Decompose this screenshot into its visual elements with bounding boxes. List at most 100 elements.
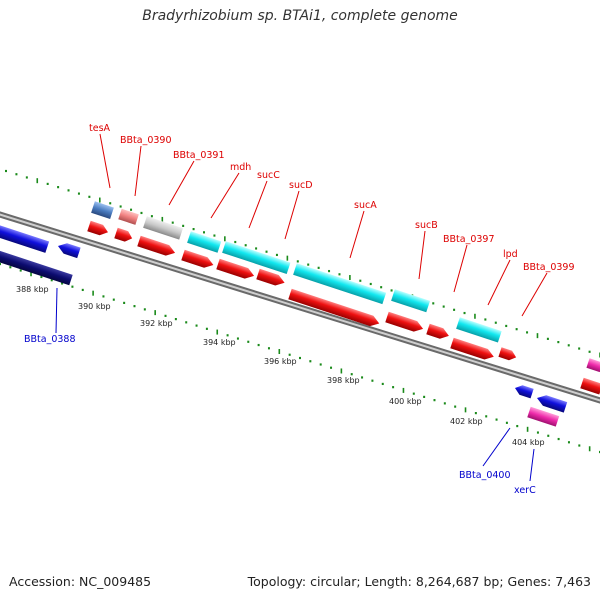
leader-line [521,272,548,317]
feature-BBta_0390 [118,208,139,225]
backbone-highlight [0,213,600,402]
gene-label-BBta_0391[interactable]: BBta_0391 [173,150,225,161]
kbp-label: 400 kbp [389,397,422,406]
feature-sucC-sucD-shape [222,241,291,275]
feature-red-8 [385,311,424,332]
gene-label-mdh[interactable]: mdh [230,162,251,173]
feature-BBta_0400-a-shape [515,385,534,399]
kbp-label: 404 kbp [512,438,545,447]
leader-line [453,244,468,293]
feature-red-6-shape [256,268,285,286]
leader-line [284,190,300,240]
genome-backbone [0,211,600,404]
gene-label-tesA[interactable]: tesA [89,123,111,134]
feature-tesA [91,201,114,219]
leader-line [418,230,426,280]
feature-sucA-shape [293,263,387,305]
feature-red-1 [87,220,108,236]
label-leader-lines [55,133,548,482]
gene-label-xerC[interactable]: xerC [514,485,536,496]
feature-BBta_0400-b [537,395,568,413]
leader-line [482,427,511,467]
feature-red-11-shape [498,347,517,361]
gene-label-sucB[interactable]: sucB [415,220,438,231]
gene-label-BBta_0388[interactable]: BBta_0388 [24,334,76,345]
gene-label-BBta_0390[interactable]: BBta_0390 [120,135,172,146]
gene-label-lpd[interactable]: lpd [503,249,518,260]
leader-line [99,133,111,189]
kbp-label: 388 kbp [16,285,49,294]
leader-line [55,287,58,334]
kbp-label: 402 kbp [450,417,483,426]
feature-red-9 [426,323,449,339]
gene-labels-top: tesA BBta_0390 BBta_0391 mdh sucC sucD s… [89,123,575,273]
feature-red-edge [580,377,600,395]
feature-red-1-shape [87,220,108,236]
leader-line [168,160,195,206]
feature-red-2 [114,227,133,242]
gene-label-BBta_0399[interactable]: BBta_0399 [523,262,575,273]
feature-red-7 [288,288,380,327]
feature-tesA-shape [91,201,114,219]
feature-red-5-shape [216,258,255,279]
gene-label-sucA[interactable]: sucA [354,200,377,211]
gene-label-sucD[interactable]: sucD [289,180,313,191]
feature-mdh-shape [187,231,222,253]
feature-red-7-shape [288,288,380,327]
feature-red-6 [256,268,285,286]
gene-label-sucC[interactable]: sucC [257,170,280,181]
gene-label-BBta_0397[interactable]: BBta_0397 [443,234,495,245]
feature-sucB [391,289,431,313]
feature-blue-arrow-left [58,243,81,259]
kbp-label: 396 kbp [264,357,297,366]
kbp-scale: 388 kbp 390 kbp 392 kbp 394 kbp 396 kbp … [16,285,545,447]
genome-title: Bradyrhizobium sp. BTAi1, complete genom… [142,8,458,24]
feature-red-9-shape [426,323,449,339]
feature-mdh [187,231,222,253]
feature-BBta_0391 [143,216,183,240]
feature-red-4 [181,249,214,268]
feature-lpd-shape [456,317,502,343]
feature-red-11 [498,347,517,361]
accession-text: Accession: NC_009485 [9,574,152,589]
kbp-label: 394 kbp [203,338,236,347]
leader-line [487,259,511,306]
feature-BBta_0400-a [515,385,534,399]
genome-summary-text: Topology: circular; Length: 8,264,687 bp… [247,574,591,589]
gene-label-BBta_0400[interactable]: BBta_0400 [459,470,511,481]
outer-tick-track [5,169,600,358]
feature-red-5 [216,258,255,279]
feature-navy-BBta_0388-shape [0,249,73,286]
feature-xerC [527,406,560,427]
feature-magenta-edge [586,358,600,373]
leader-line [248,180,268,229]
feature-lpd [456,317,502,343]
feature-blue-arrow-left-shape [58,243,81,259]
feature-BBta_0400-b-shape [537,395,568,413]
feature-red-edge-shape [580,377,600,395]
feature-red-10-shape [450,337,494,360]
leader-line [529,448,535,482]
kbp-label: 390 kbp [78,302,111,311]
feature-xerC-shape [527,406,560,427]
leader-line [134,145,142,197]
feature-red-3 [137,235,176,256]
feature-red-4-shape [181,249,214,268]
feature-navy-BBta_0388 [0,249,73,286]
feature-red-3-shape [137,235,176,256]
kbp-label: 398 kbp [327,376,360,385]
leader-line [210,172,240,219]
feature-red-10 [450,337,494,360]
feature-sucC-sucD [222,241,291,275]
inner-tick-track [0,262,600,454]
feature-BBta_0390-shape [118,208,139,225]
feature-blue-left-shape [0,224,50,253]
feature-red-8-shape [385,311,424,332]
feature-BBta_0391-shape [143,216,183,240]
feature-magenta-edge-shape [586,358,600,373]
feature-blue-left [0,224,50,253]
kbp-label: 392 kbp [140,319,173,328]
feature-sucB-shape [391,289,431,313]
feature-red-2-shape [114,227,133,242]
